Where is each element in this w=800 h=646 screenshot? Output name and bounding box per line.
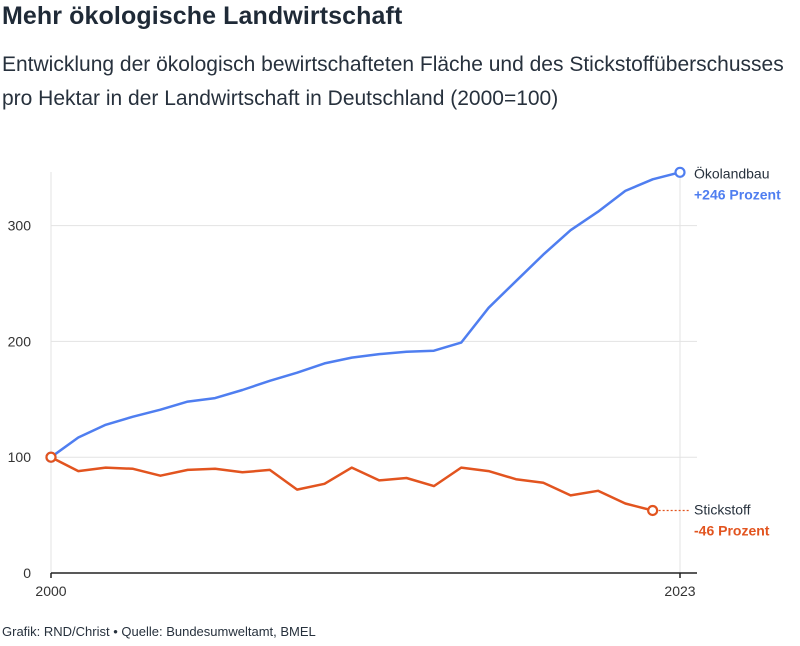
grid-lines [50, 172, 697, 573]
y-tick-label: 100 [8, 449, 32, 465]
series-change-label: +246 Prozent [694, 186, 781, 202]
end-point-marker [674, 166, 686, 178]
chart-subtitle: Entwicklung der ökologisch bewirtschafte… [2, 53, 784, 110]
x-axis: 2000 2023 [35, 572, 697, 599]
series-labels: Ökolandbau +246 Prozent Stickstoff -46 Proz… [658, 164, 781, 538]
x-tick-label: 2000 [35, 583, 66, 599]
y-tick-label: 200 [8, 333, 32, 349]
chart-title: Mehr ökologische Landwirtschaft [2, 2, 403, 30]
end-point-marker [647, 504, 659, 517]
series-change-label: -46 Prozent [694, 522, 770, 538]
series-name-label: Ökolandbau [694, 164, 770, 181]
series-lines [45, 166, 686, 517]
series-line-oekolandbau [49, 171, 682, 459]
source-footer: Grafik: RND/Christ • Quelle: Bundesumwel… [2, 624, 316, 639]
series-name-label: Stickstoff [694, 501, 751, 517]
line-chart: 0 100 200 300 2000 2023 Ökolandbau +246 Proze… [8, 164, 781, 599]
y-tick-label: 300 [8, 218, 32, 234]
start-point-marker [45, 451, 57, 463]
y-axis-ticks: 0 100 200 300 [8, 218, 32, 581]
x-tick-label: 2023 [664, 583, 695, 599]
series-line-stickstoff [49, 455, 654, 512]
y-tick-label: 0 [23, 565, 31, 581]
